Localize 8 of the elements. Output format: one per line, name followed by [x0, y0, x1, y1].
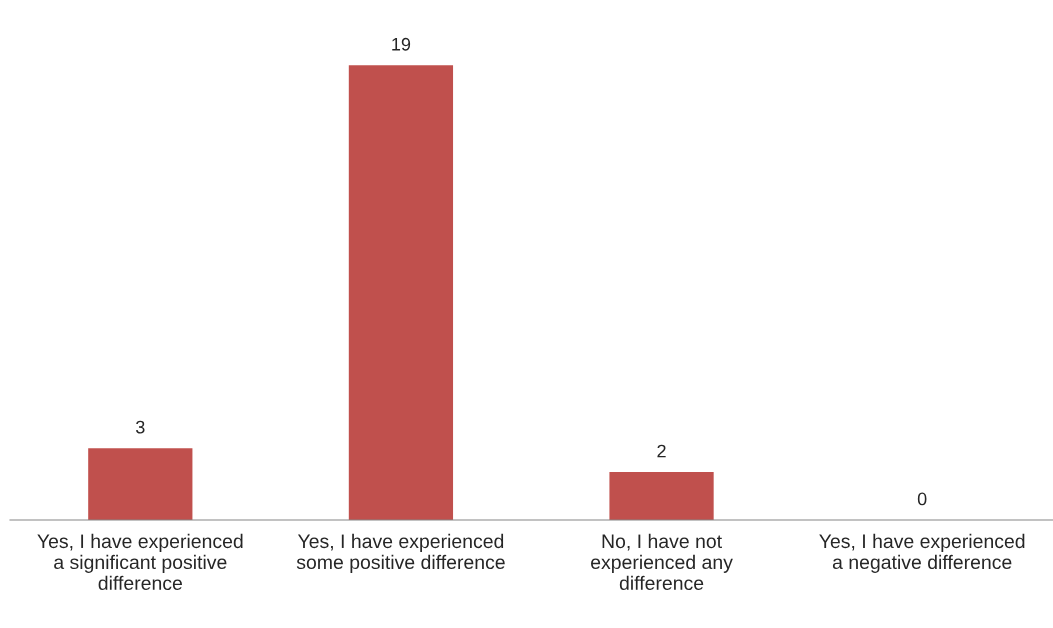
data-label: 0 [917, 492, 927, 506]
data-label: 3 [135, 420, 145, 434]
data-label: 2 [657, 444, 666, 458]
x-tick-label: No, I have not experienced any difference [591, 533, 733, 591]
x-tick-label: Yes, I have experienced a negative difference [819, 533, 1025, 573]
data-label: 19 [392, 37, 411, 51]
x-tick-label: Yes, I have experienced a significant positive difference [37, 533, 243, 591]
x-tick-label: Yes, I have experienced some positive difference [296, 533, 505, 573]
